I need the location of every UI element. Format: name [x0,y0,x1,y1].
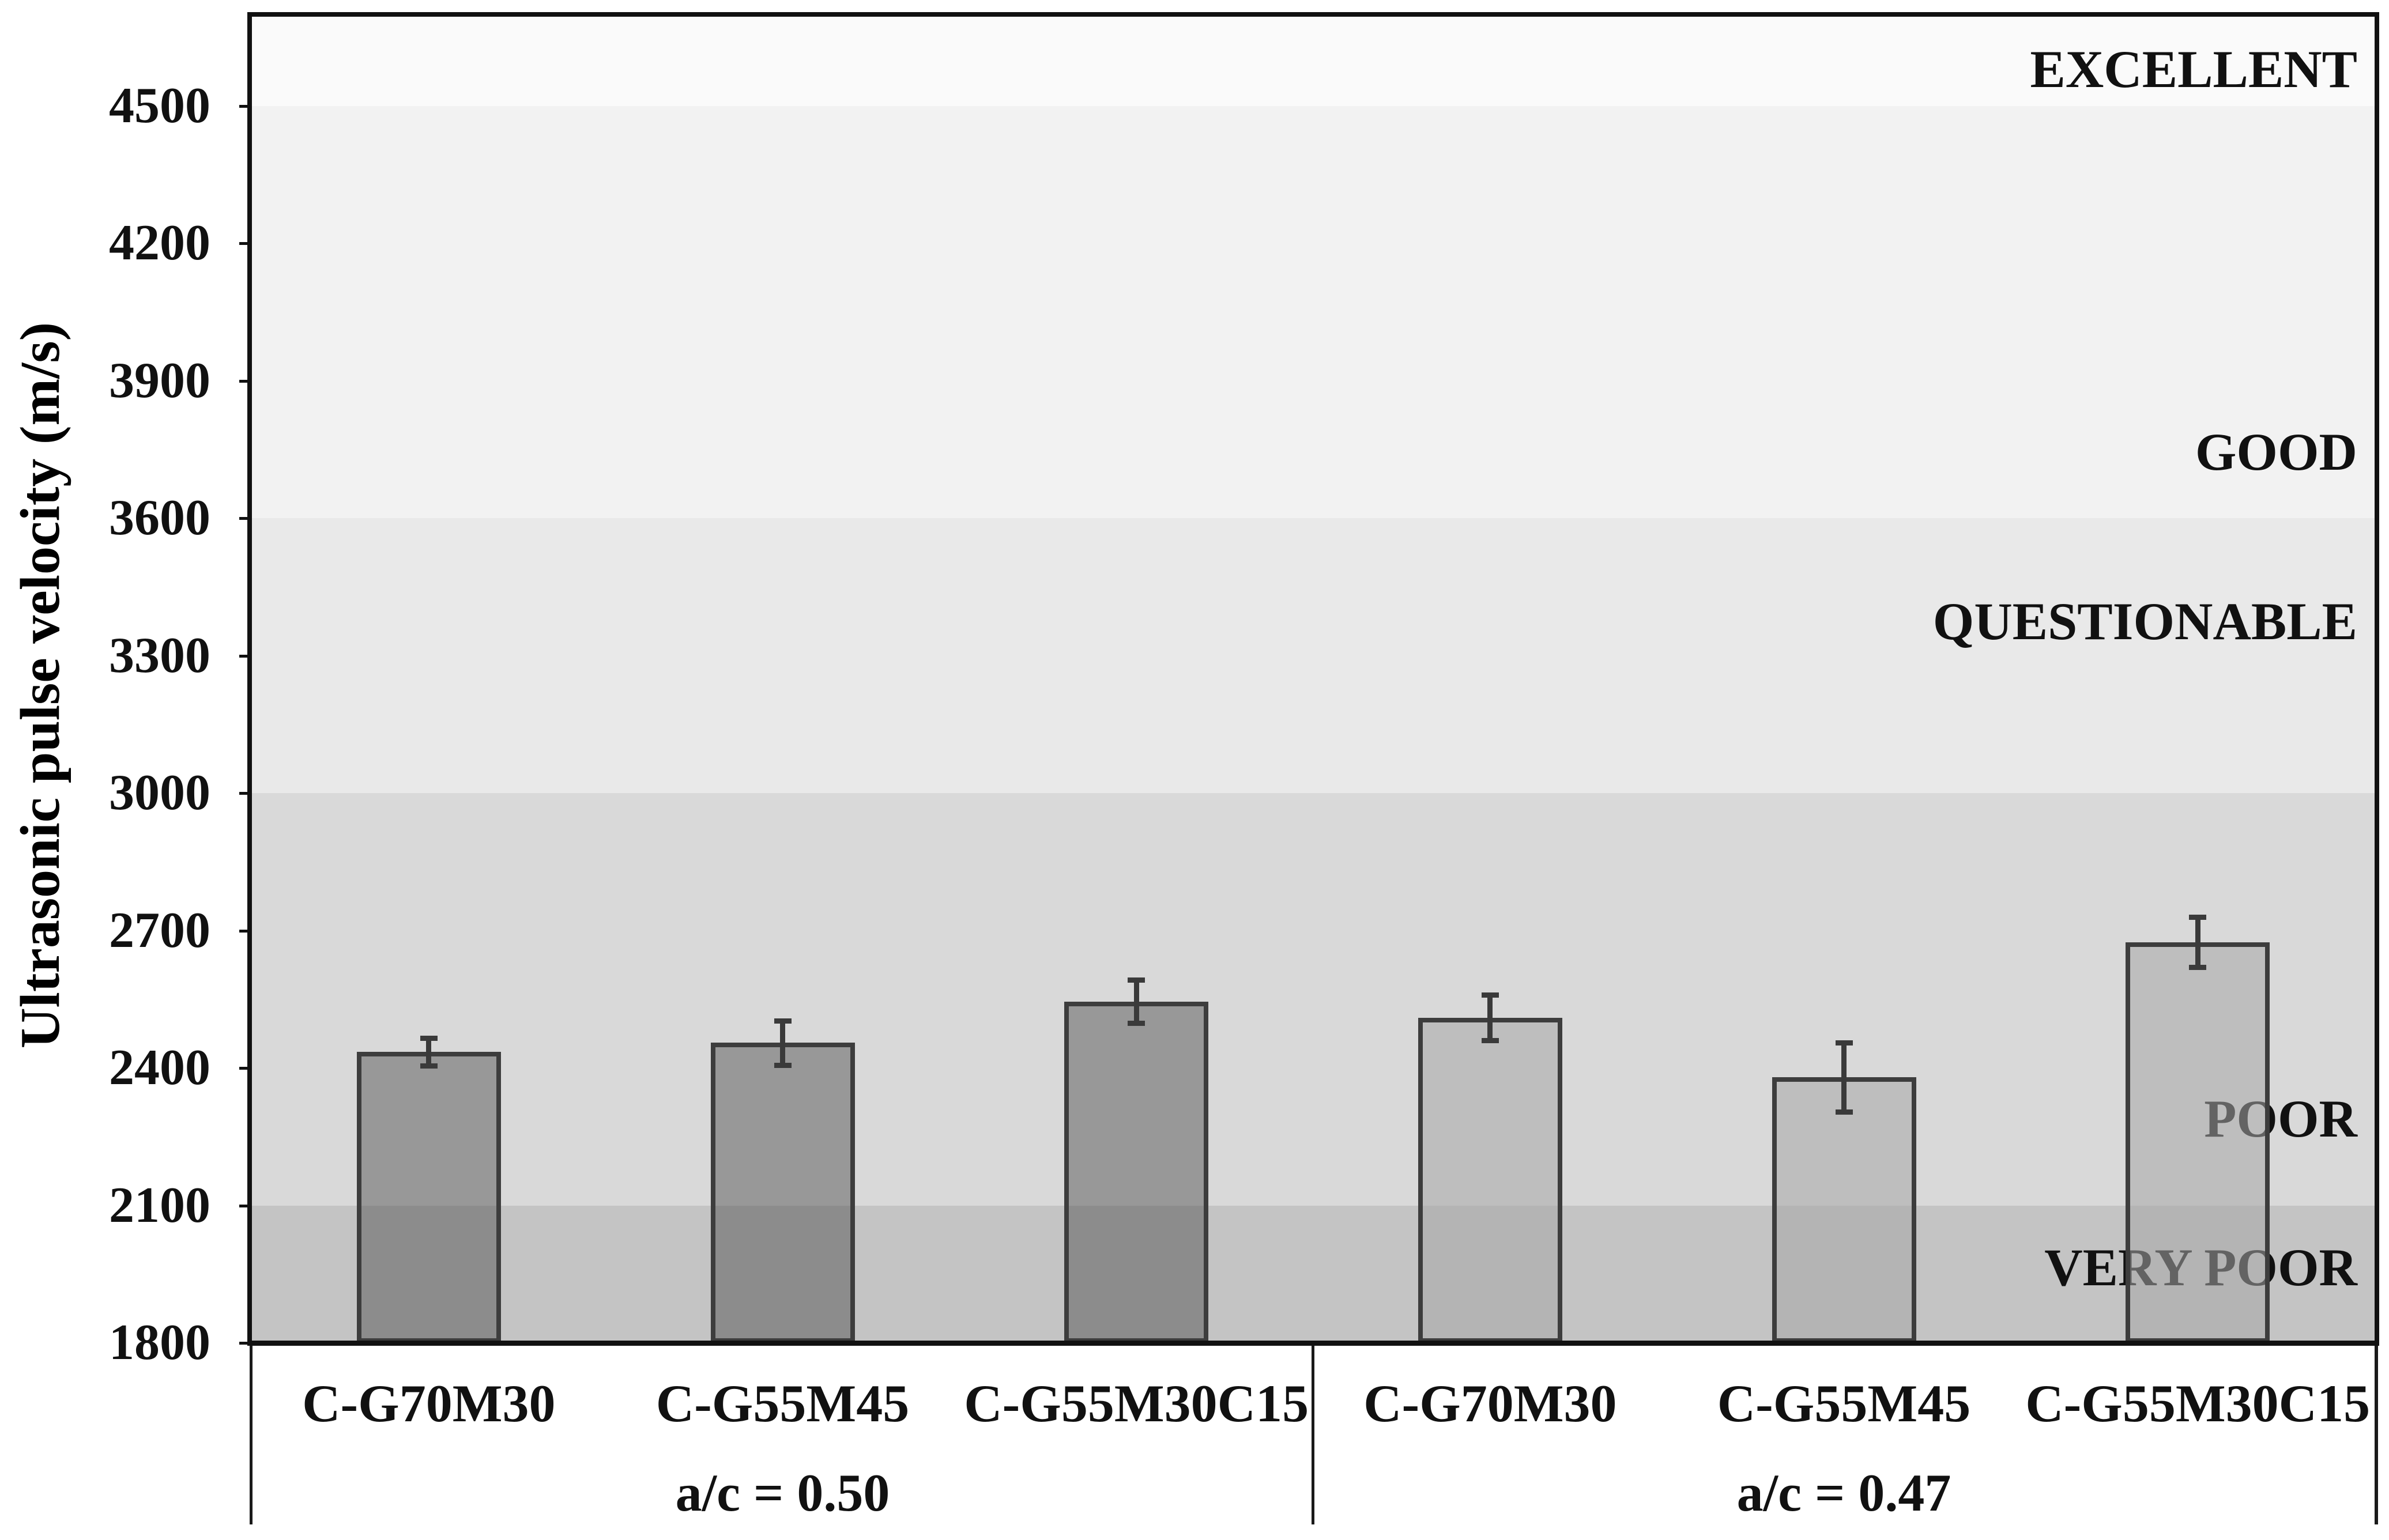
category-label-c-g55m45-a-c-0-50: C-G55M45 [655,1374,910,1433]
group-divider-right [2375,1346,2378,1524]
ytick-mark-4200 [239,242,248,246]
group-label-a-c-0-47: a/c = 0.47 [1736,1463,1951,1522]
ytick-mark-2700 [239,929,248,933]
quality-band-good [252,105,2375,519]
ytick-mark-3000 [239,792,248,795]
plot-border-right [2375,12,2379,1346]
plot-area [252,14,2375,1341]
ytick-mark-4500 [239,104,248,108]
category-label-c-g55m30c15-a-c-0-47: C-G55M30C15 [2025,1374,2371,1433]
quality-band-very-poor [252,1205,2375,1341]
group-divider-left [250,1346,253,1524]
group-label-a-c-0-50: a/c = 0.50 [675,1463,890,1522]
category-label-c-g70m30-a-c-0-50: C-G70M30 [302,1374,556,1433]
ytick-mark-3600 [239,517,248,520]
group-divider-middle [1312,1346,1314,1524]
quality-band-poor [252,793,2375,1206]
category-label-c-g55m30c15-a-c-0-50: C-G55M30C15 [964,1374,1309,1433]
quality-band-questionable [252,518,2375,794]
ytick-mark-2100 [239,1204,248,1207]
category-label-c-g55m45-a-c-0-47: C-G55M45 [1717,1374,1971,1433]
x-axis-line [247,1341,2379,1346]
y-axis-title: Ultrasonic pulse velocity (m/s) [9,322,71,1049]
ytick-mark-3300 [239,654,248,658]
ytick-mark-2400 [239,1067,248,1070]
plot-border-left [247,12,252,1346]
ytick-mark-3900 [239,379,248,383]
ytick-mark-1800 [239,1342,248,1345]
category-label-c-g70m30-a-c-0-47: C-G70M30 [1363,1374,1617,1433]
quality-band-excellent [252,14,2375,106]
